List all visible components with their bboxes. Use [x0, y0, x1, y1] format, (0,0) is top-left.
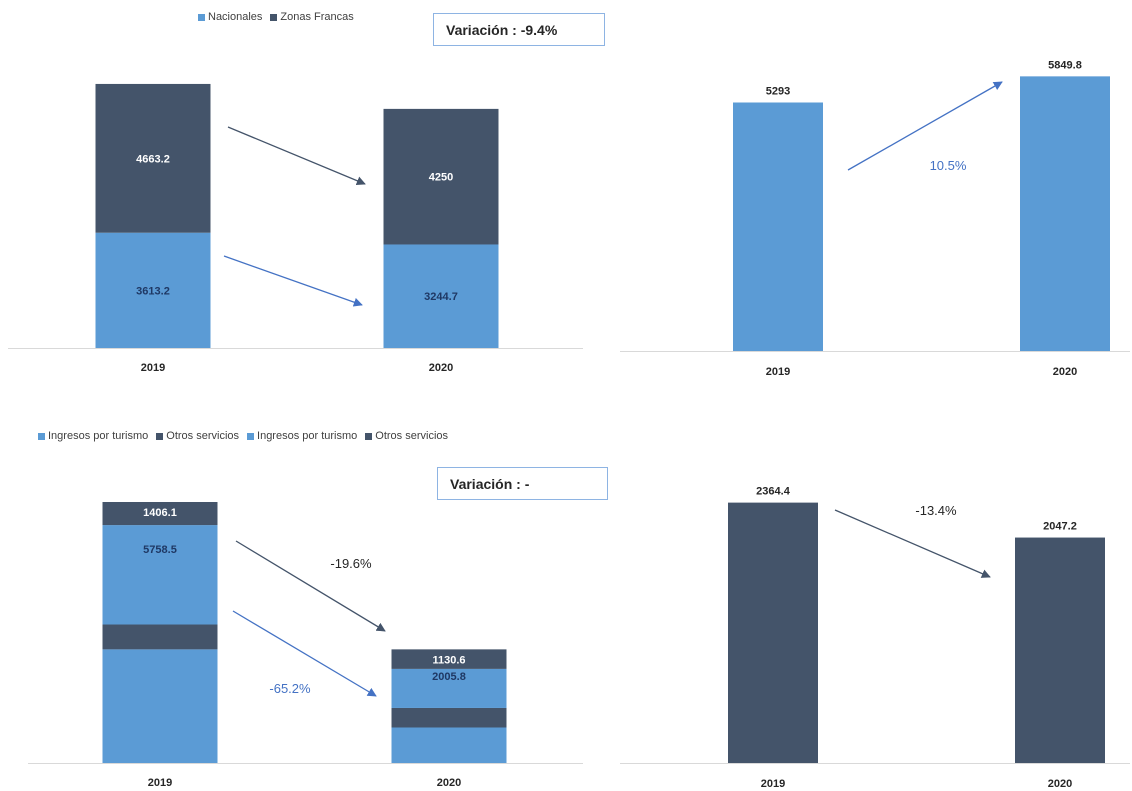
bar-chart4-series1-2020 [1015, 537, 1105, 763]
data-label-chart1-2019: 4663.2 [136, 153, 170, 165]
arrow-chart-2 [847, 81, 1003, 171]
bar-chart4-series1-2019 [728, 502, 818, 763]
legend-item-ingresos-turismo: Ingresos por turismo [38, 430, 148, 442]
bar-chart3-series2-2019 [102, 624, 218, 650]
legend-chart-1: Nacionales Zonas Francas [198, 11, 354, 23]
annotation-pct-chart-3-top: -19.6% [330, 556, 372, 571]
bar-chart3-series3-2020 [391, 668, 507, 708]
tick-label-chart4-2020: 2020 [1048, 778, 1072, 790]
legend-item-otros-servicios-2: Otros servicios [365, 430, 448, 442]
data-label-chart4-2019: 2364.4 [756, 486, 791, 498]
bar-chart2-series1-2019 [733, 102, 823, 351]
bar-chart3-series4-2020 [391, 649, 507, 669]
data-label-chart4-2020: 2047.2 [1043, 521, 1077, 533]
arrow-chart-4 [834, 509, 991, 578]
data-label-chart3-2020: 1130.6 [432, 654, 465, 666]
legend-label: Nacionales [208, 11, 263, 23]
data-label-chart1-2019: 3613.2 [136, 285, 170, 297]
data-label-chart3-2020: 2005.8 [432, 671, 466, 683]
legend-swatch [247, 432, 255, 440]
legend-swatch [270, 13, 278, 21]
legend-label: Zonas Francas [280, 11, 354, 23]
variation-box-3: Variación : - [437, 467, 608, 500]
arrow-chart-3-top [235, 540, 386, 632]
tick-label-chart3-2019: 2019 [148, 777, 172, 789]
variation-box-1: Variación : -9.4% [433, 13, 605, 46]
bar-chart1-series2-2020 [383, 108, 499, 245]
data-label-chart1-2020: 4250 [429, 172, 453, 184]
variation-label: Variación : -9.4% [446, 21, 558, 38]
data-label-chart3-2019: 1406.1 [143, 507, 177, 519]
tick-label-chart1-2019: 2019 [141, 362, 165, 374]
legend-swatch [198, 13, 205, 21]
variation-label: Variación : - [450, 475, 530, 492]
bar-chart1-series1-2019 [95, 232, 211, 348]
tick-label-chart2-2019: 2019 [766, 366, 790, 378]
data-label-chart2-2019: 5293 [766, 85, 790, 97]
arrow-chart-1-top [227, 126, 366, 186]
bar-chart2-series1-2020 [1020, 76, 1110, 352]
legend-swatch [156, 432, 164, 440]
bar-chart3-series2-2020 [391, 707, 507, 728]
legend-label: Otros servicios [375, 430, 449, 442]
tick-label-chart1-2020: 2020 [429, 362, 453, 374]
bar-chart3-series1-2020 [391, 727, 507, 763]
bar-chart3-series1-2019 [102, 649, 218, 763]
arrows-layer [223, 81, 1003, 697]
tick-label-chart3-2020: 2020 [437, 777, 461, 789]
legend-swatch [365, 432, 373, 440]
data-label-chart3-2019: 5758.5 [143, 544, 177, 556]
legend-item-otros-servicios: Otros servicios [156, 430, 239, 442]
arrow-chart-1-bottom [223, 255, 363, 307]
annotation-pct-chart-4: -13.4% [915, 503, 957, 518]
tick-label-chart4-2019: 2019 [761, 778, 785, 790]
data-label-chart1-2020: 3244.7 [424, 291, 458, 303]
bar-chart1-series1-2020 [383, 244, 499, 348]
legend-item-nacionales: Nacionales [198, 11, 262, 23]
bar-chart3-series3-2019 [102, 525, 218, 625]
legend-chart-3: Ingresos por turismo Otros servicios Ing… [38, 430, 448, 442]
annotation-pct-chart-2: 10.5% [930, 158, 967, 173]
legend-label: Otros servicios [166, 430, 240, 442]
tick-label-chart2-2020: 2020 [1053, 366, 1077, 378]
arrow-chart-3-bottom [232, 610, 377, 697]
annotation-pct-chart-3-bottom: -65.2% [269, 681, 311, 696]
legend-label: Ingresos por turismo [48, 430, 149, 442]
bar-chart3-series4-2019 [102, 502, 218, 526]
legend-swatch [38, 432, 45, 440]
data-label-chart2-2020: 5849.8 [1048, 59, 1082, 71]
legend-label: Ingresos por turismo [257, 430, 358, 442]
legend-item-zonas-francas: Zonas Francas [270, 11, 354, 23]
bar-chart1-series2-2019 [95, 83, 211, 233]
legend-item-ingresos-turismo-2: Ingresos por turismo [247, 430, 357, 442]
